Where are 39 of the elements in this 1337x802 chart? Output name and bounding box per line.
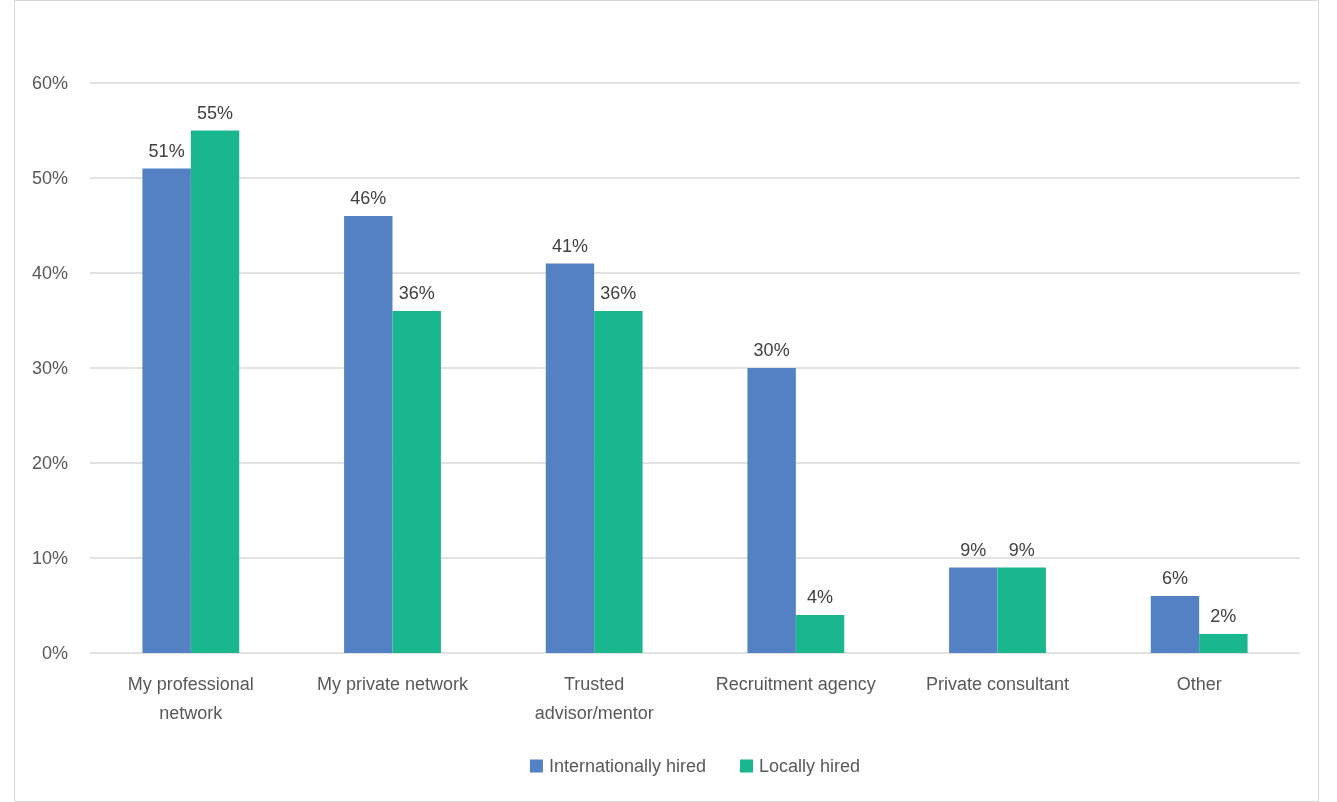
bar [594, 311, 643, 653]
data-label: 30% [753, 340, 790, 360]
y-tick-label: 0% [41, 643, 68, 663]
bar [949, 567, 998, 653]
bar [1199, 634, 1248, 653]
x-tick-label: Other [1176, 674, 1222, 694]
data-label: 36% [600, 283, 637, 303]
data-label: 51% [148, 140, 185, 161]
bar [1150, 596, 1200, 653]
y-tick-label: 60% [31, 73, 68, 93]
bar [142, 168, 191, 653]
y-tick-label: 10% [31, 548, 68, 568]
data-label: 55% [197, 102, 234, 123]
y-tick-label: 50% [31, 168, 68, 188]
legend-label: Locally hired [759, 756, 861, 776]
y-tick-label: 20% [31, 453, 68, 473]
data-label: 2% [1210, 606, 1237, 626]
bar [997, 567, 1046, 653]
bar [545, 263, 595, 653]
x-tick-label: Recruitment agency [715, 674, 876, 694]
x-tick-label: My professional network [127, 674, 254, 723]
y-tick-label: 30% [31, 358, 68, 378]
data-label: 9% [960, 539, 987, 560]
data-label: 36% [398, 283, 435, 303]
data-label: 6% [1161, 568, 1188, 588]
bar [747, 368, 796, 653]
data-label: 4% [807, 587, 834, 607]
data-label: 41% [551, 235, 588, 256]
x-tick-label: Trusted advisor/mentor [534, 674, 654, 723]
data-label: 9% [1008, 539, 1035, 560]
legend-label: Internationally hired [548, 756, 707, 776]
x-tick-label: My private network [316, 674, 470, 694]
x-tick-label: Private consultant [925, 674, 1070, 694]
bar [392, 311, 441, 653]
bar [344, 216, 393, 653]
bar [795, 615, 845, 653]
bar [190, 130, 240, 653]
data-label: 46% [350, 188, 387, 208]
y-tick-label: 40% [31, 263, 68, 283]
